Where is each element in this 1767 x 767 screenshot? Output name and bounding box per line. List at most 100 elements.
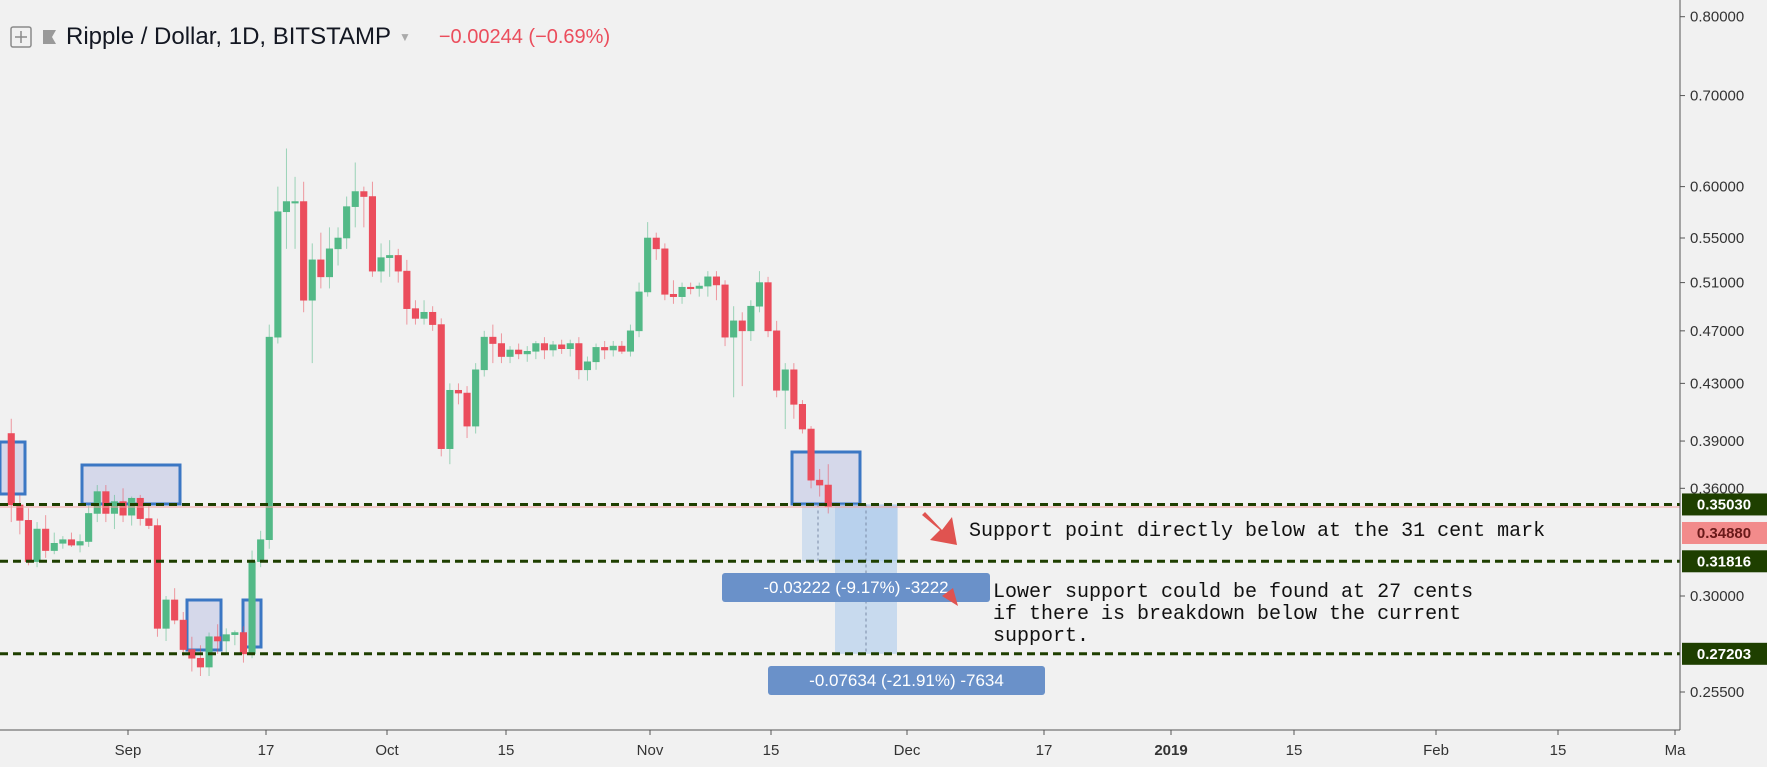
candle[interactable] <box>222 634 230 642</box>
candle[interactable] <box>635 291 643 332</box>
annotation-text[interactable]: support. <box>993 625 1089 648</box>
candle[interactable] <box>411 308 420 319</box>
candle[interactable] <box>678 286 686 297</box>
candle[interactable] <box>59 539 67 544</box>
candle[interactable] <box>506 349 514 357</box>
candle[interactable] <box>153 525 161 629</box>
candle[interactable] <box>360 191 368 197</box>
candle[interactable] <box>76 541 84 546</box>
candle[interactable] <box>575 343 583 371</box>
candle[interactable] <box>214 636 222 642</box>
candle[interactable] <box>110 501 118 514</box>
candle[interactable] <box>480 336 488 371</box>
candle[interactable] <box>704 276 712 287</box>
candle[interactable] <box>67 539 75 546</box>
candle[interactable] <box>730 320 738 338</box>
candle[interactable] <box>343 206 351 239</box>
candle[interactable] <box>24 520 33 562</box>
candle[interactable] <box>669 293 678 297</box>
candle[interactable] <box>583 361 592 371</box>
candle[interactable] <box>325 248 334 278</box>
candle[interactable] <box>403 270 411 309</box>
candle[interactable] <box>515 349 523 355</box>
dropdown-caret-icon[interactable]: ▼ <box>398 30 411 44</box>
candle[interactable] <box>523 350 531 355</box>
candle[interactable] <box>196 657 204 668</box>
candle[interactable] <box>540 343 549 351</box>
candle[interactable] <box>33 528 41 562</box>
measure-label-1[interactable]: -0.03222 (-9.17%) -3222 <box>722 573 990 602</box>
candle[interactable] <box>781 369 789 391</box>
candle[interactable] <box>93 491 101 514</box>
candle[interactable] <box>368 196 377 272</box>
candle[interactable] <box>790 369 798 405</box>
candle[interactable] <box>394 255 402 272</box>
candle[interactable] <box>652 237 660 250</box>
candle[interactable] <box>601 347 609 351</box>
candle[interactable] <box>454 389 463 394</box>
annotation-text[interactable]: if there is breakdown below the current <box>993 603 1461 626</box>
candle[interactable] <box>239 632 247 655</box>
candle[interactable] <box>661 248 669 295</box>
candle[interactable] <box>738 320 746 332</box>
candle[interactable] <box>317 259 325 278</box>
annotation-text[interactable]: Lower support could be found at 27 cents <box>993 581 1473 604</box>
candle[interactable] <box>566 343 574 349</box>
candle[interactable] <box>755 282 764 307</box>
candle[interactable] <box>695 285 703 289</box>
candle[interactable] <box>248 561 256 655</box>
candle[interactable] <box>102 491 110 514</box>
candle[interactable] <box>377 257 385 272</box>
candle[interactable] <box>558 344 566 349</box>
candle[interactable] <box>145 518 153 526</box>
measure-label-2[interactable]: -0.07634 (-21.91%) -7634 <box>768 666 1045 695</box>
candle[interactable] <box>274 211 282 338</box>
add-symbol-icon[interactable] <box>10 26 32 48</box>
candle[interactable] <box>257 539 265 562</box>
candle[interactable] <box>618 345 626 352</box>
candle[interactable] <box>85 513 93 542</box>
candle[interactable] <box>489 336 497 344</box>
candle[interactable] <box>497 343 506 357</box>
candle[interactable] <box>807 428 815 481</box>
candle[interactable] <box>420 311 428 319</box>
candle[interactable] <box>50 542 58 551</box>
candle[interactable] <box>747 305 755 332</box>
candle[interactable] <box>764 282 772 332</box>
candle[interactable] <box>136 497 144 519</box>
candle[interactable] <box>721 284 729 338</box>
candle[interactable] <box>798 404 807 430</box>
candle[interactable] <box>162 599 170 629</box>
candle[interactable] <box>179 619 187 650</box>
candle[interactable] <box>334 237 342 250</box>
candle[interactable] <box>7 433 15 506</box>
candle[interactable] <box>291 201 299 204</box>
candle[interactable] <box>119 501 127 516</box>
candle[interactable] <box>171 599 179 621</box>
candle[interactable] <box>265 336 273 541</box>
candle[interactable] <box>532 343 540 352</box>
candle[interactable] <box>687 286 695 290</box>
symbol-title[interactable]: Ripple / Dollar, 1D, BITSTAMP <box>66 23 391 50</box>
candle[interactable] <box>282 201 291 213</box>
flag-icon[interactable] <box>40 28 58 46</box>
candle[interactable] <box>463 392 471 427</box>
candle[interactable] <box>609 345 617 351</box>
candle[interactable] <box>592 347 600 363</box>
candle[interactable] <box>308 259 316 301</box>
range-box-3[interactable] <box>185 598 223 652</box>
candle[interactable] <box>816 479 824 486</box>
candle[interactable] <box>351 191 359 207</box>
candle[interactable] <box>712 276 721 286</box>
candle[interactable] <box>644 237 652 293</box>
candle[interactable] <box>773 330 781 391</box>
candle[interactable] <box>437 324 445 449</box>
candle[interactable] <box>626 330 635 352</box>
candle[interactable] <box>446 389 454 449</box>
candle[interactable] <box>549 344 557 351</box>
candle[interactable] <box>300 201 308 301</box>
candle[interactable] <box>472 369 480 427</box>
candle[interactable] <box>386 255 394 258</box>
candle[interactable] <box>429 311 437 325</box>
